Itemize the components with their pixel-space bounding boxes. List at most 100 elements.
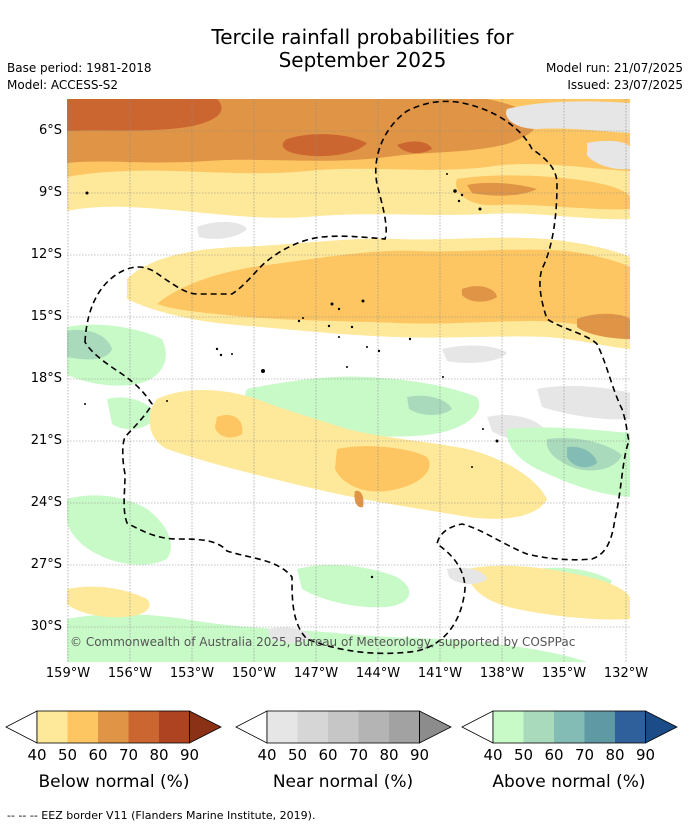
colorbar-below-under [5, 710, 38, 744]
lat-label-9s: 9°S [38, 185, 62, 200]
near-40-center [197, 221, 247, 239]
near-40-east-3 [537, 386, 630, 420]
map-gridlines [67, 99, 630, 662]
colorbar-near-70-80 [358, 711, 389, 743]
map-title-line1: Tercile rainfall probabilities for [211, 25, 514, 49]
rainfall-probability-map [67, 99, 630, 662]
colorbar-below-normal [5, 710, 222, 744]
colorbar-above-tick-70: 70 [574, 746, 595, 764]
colorbar-above-70-80 [584, 711, 615, 743]
colorbar-below-tick-40: 40 [27, 746, 47, 764]
colorbar-near-tick-50: 50 [287, 746, 308, 764]
above-50-central [407, 395, 452, 415]
lat-label-27s: 27°S [30, 557, 62, 572]
below-60-south-1 [215, 414, 243, 438]
colorbar-above-tick-50: 50 [513, 746, 534, 764]
colorbar-below-60-70 [98, 711, 129, 743]
map-title-line2: September 2025 [278, 48, 447, 72]
model-label: Model: ACCESS-S2 [7, 78, 119, 92]
lon-label-141w: 141°W [417, 666, 463, 681]
colorbar-below-40-50 [37, 711, 68, 743]
issued-label: Issued: 23/07/2025 [567, 78, 683, 92]
lat-label-12s: 12°S [30, 247, 62, 262]
below-70-central-1 [462, 286, 497, 302]
colorbar-above-60-70 [554, 711, 585, 743]
lon-label-153w: 153°W [169, 666, 215, 681]
base-period-label: Base period: 1981-2018 [7, 61, 152, 75]
colorbar-near-tick-90: 90 [409, 746, 430, 764]
eez-border-footnote: -- -- -- EEZ border V11 (Flanders Marine… [7, 809, 316, 822]
colorbar-below-80-90 [159, 711, 190, 743]
colorbar-below-50-60 [67, 711, 98, 743]
above-60-east [567, 446, 597, 468]
colorbar-near-60-70 [328, 711, 359, 743]
colorbar-near-normal [235, 710, 452, 744]
colorbar-above-tick-80: 80 [605, 746, 625, 764]
below-60-south-2 [335, 446, 430, 492]
near-40-east-1 [442, 345, 507, 363]
above-50-west [67, 329, 112, 360]
lon-label-147w: 147°W [293, 666, 339, 681]
lon-label-135w: 135°W [541, 666, 587, 681]
colorbar-below-tick-60: 60 [88, 746, 108, 764]
below-80-north-2 [282, 134, 367, 157]
colorbar-below-over [189, 710, 222, 744]
lon-label-150w: 150°W [231, 666, 277, 681]
colorbar-near-tick-60: 60 [318, 746, 338, 764]
near-40-south-1 [447, 567, 487, 585]
lat-label-21s: 21°S [30, 433, 62, 448]
colorbar-below-title: Below normal (%) [38, 772, 190, 792]
colorbar-below-70-80 [128, 711, 159, 743]
lat-label-24s: 24°S [30, 495, 62, 510]
colorbar-near-tick-80: 80 [379, 746, 399, 764]
lon-label-138w: 138°W [479, 666, 525, 681]
colorbar-below-tick-80: 80 [149, 746, 169, 764]
below-50-southwest [67, 586, 150, 618]
colorbar-above-50-60 [523, 711, 554, 743]
model-run-label: Model run: 21/07/2025 [545, 61, 683, 75]
colorbar-near-under [235, 710, 268, 744]
below-50-southeast [467, 565, 630, 620]
above-40-south-2 [297, 564, 410, 608]
colorbar-below-tick-50: 50 [57, 746, 78, 764]
near-40-south-2 [267, 627, 311, 643]
colorbar-above-tick-90: 90 [635, 746, 656, 764]
colorbar-near-over [419, 710, 452, 744]
colorbar-below-tick-70: 70 [118, 746, 139, 764]
eez-borders [84, 100, 630, 655]
near-40-northeast-1 [506, 101, 630, 133]
lon-label-144w: 144°W [355, 666, 401, 681]
colorbar-above-tick-40: 40 [483, 746, 503, 764]
colorbar-near-40-50 [267, 711, 298, 743]
probability-shading [67, 99, 630, 662]
lon-label-156w: 156°W [107, 666, 153, 681]
lat-label-15s: 15°S [30, 309, 62, 324]
colorbar-near-80-90 [389, 711, 420, 743]
colorbar-above-under [461, 710, 494, 744]
lat-label-6s: 6°S [38, 123, 62, 138]
colorbar-above-over [645, 710, 678, 744]
above-40-south-3 [67, 614, 587, 662]
lat-label-18s: 18°S [30, 371, 62, 386]
colorbar-above-tick-60: 60 [544, 746, 564, 764]
islands [84, 173, 499, 579]
near-40-northeast-2 [587, 140, 630, 170]
below-60-central [157, 249, 630, 329]
above-40-west-2 [107, 397, 157, 430]
lon-label-132w: 132°W [603, 666, 649, 681]
lat-label-30s: 30°S [30, 619, 62, 634]
below-80-north [67, 99, 222, 131]
colorbar-above-80-90 [615, 711, 646, 743]
colorbar-above-normal [461, 710, 678, 744]
above-40-south-1 [67, 495, 171, 565]
colorbar-below-tick-90: 90 [179, 746, 200, 764]
below-70-central-2 [577, 313, 630, 339]
colorbar-near-title: Near normal (%) [272, 772, 414, 792]
colorbar-near-50-60 [297, 711, 328, 743]
colorbar-near-tick-40: 40 [257, 746, 277, 764]
colorbar-above-title: Above normal (%) [492, 772, 646, 792]
colorbar-near-tick-70: 70 [348, 746, 369, 764]
lon-label-159w: 159°W [45, 666, 91, 681]
copyright-notice: © Commonwealth of Australia 2025, Bureau… [70, 635, 576, 649]
colorbar-above-40-50 [493, 711, 524, 743]
